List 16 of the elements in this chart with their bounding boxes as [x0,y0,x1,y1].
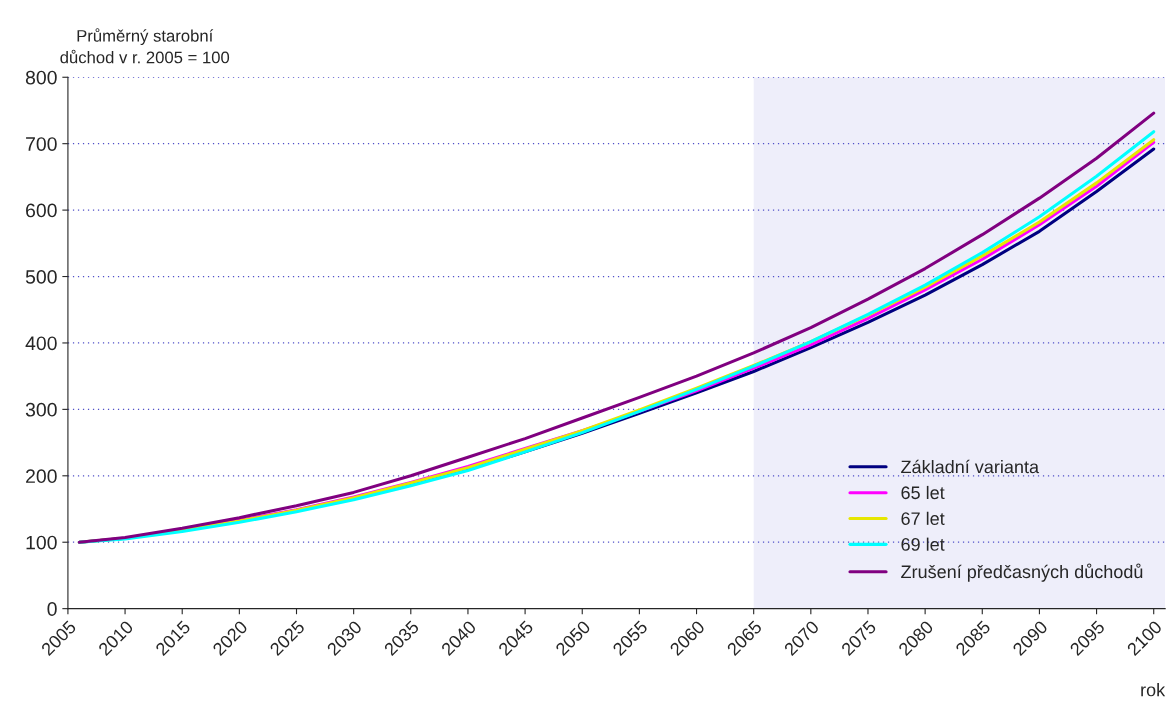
legend-label: Zrušení předčasných důchodů [901,563,1143,582]
y-tick-label: 800 [25,70,57,85]
y-tick-label: 700 [26,137,57,151]
y-tick-label: 300 [25,402,57,417]
y-tick-label: 600 [26,203,57,218]
y-tick-label: 500 [25,269,57,284]
legend-label: Základní varianta [901,459,1040,474]
y-tick-label: 0 [47,602,57,616]
x-axis-title: rok [1141,683,1166,697]
legend-label: 67 let [901,511,945,526]
legend-label: 69 let [901,537,945,551]
y-tick-label: 200 [26,469,57,484]
y-tick-label: 400 [25,336,57,351]
y-axis-title: Průměrný starobní důchod v r. 2005 = 100 [60,28,230,64]
legend-label: 65 let [901,485,945,500]
y-tick-label: 100 [26,535,57,550]
